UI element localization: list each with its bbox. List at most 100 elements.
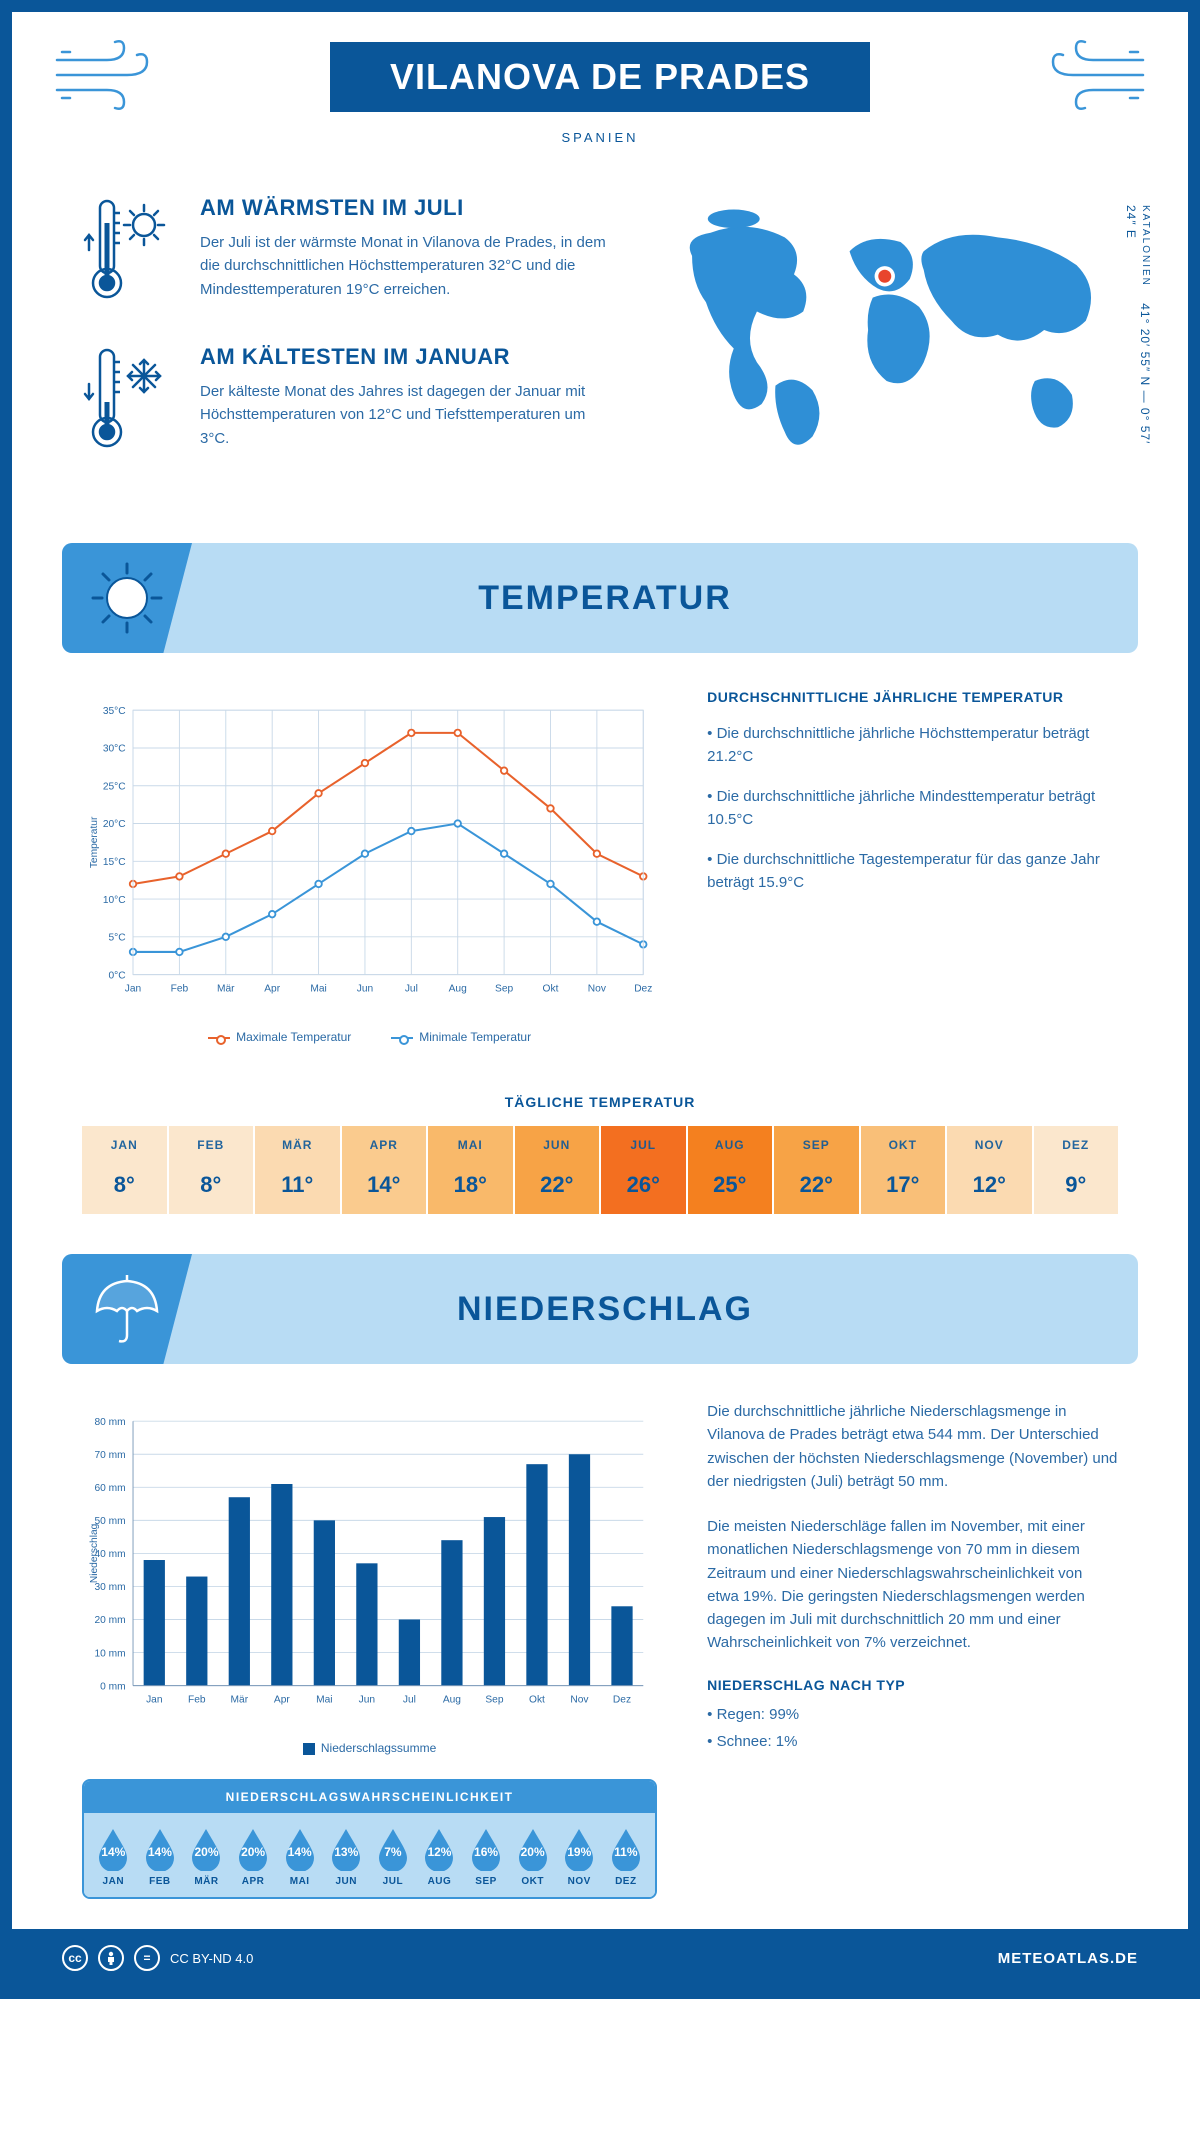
precip-para: Die meisten Niederschläge fallen im Nove…: [707, 1515, 1118, 1655]
raindrop-icon: 14%: [283, 1827, 317, 1871]
chart-legend: Maximale Temperatur Minimale Temperatur: [82, 1030, 657, 1044]
svg-text:Jul: Jul: [405, 983, 418, 994]
section-banner-precip: NIEDERSCHLAG: [62, 1254, 1138, 1364]
daily-value: 14°: [342, 1172, 427, 1198]
page-frame: VILANOVA DE PRADES SPANIEN: [0, 0, 1200, 1999]
probability-box: NIEDERSCHLAGSWAHRSCHEINLICHKEIT 14% JAN …: [82, 1779, 657, 1899]
svg-text:80 mm: 80 mm: [94, 1417, 125, 1428]
probability-cell: 7% JUL: [370, 1827, 417, 1887]
raindrop-icon: 12%: [422, 1827, 456, 1871]
wind-icon: [52, 40, 162, 115]
probability-cell: 14% FEB: [137, 1827, 184, 1887]
license-block: cc = CC BY-ND 4.0: [62, 1945, 253, 1971]
svg-text:Temperatur: Temperatur: [89, 816, 100, 868]
sun-icon: [62, 543, 192, 653]
daily-value: 8°: [82, 1172, 167, 1198]
daily-cell: MAI 18°: [428, 1126, 515, 1214]
daily-month: JUL: [601, 1138, 686, 1152]
brand: METEOATLAS.DE: [998, 1950, 1138, 1967]
daily-cell: JUL26°: [601, 1126, 688, 1214]
temperature-summary: DURCHSCHNITTLICHE JÄHRLICHE TEMPERATUR •…: [707, 689, 1118, 1044]
temp-summary-heading: DURCHSCHNITTLICHE JÄHRLICHE TEMPERATUR: [707, 689, 1118, 705]
probability-cell: 13% JUN: [323, 1827, 370, 1887]
probability-value: 19%: [562, 1845, 596, 1859]
temp-bullet: • Die durchschnittliche Tagestemperatur …: [707, 849, 1118, 894]
legend-min-label: Minimale Temperatur: [419, 1030, 531, 1044]
region-label: KATALONIEN: [1140, 205, 1151, 287]
daily-cell: JAN8°: [82, 1126, 169, 1214]
svg-text:Okt: Okt: [529, 1694, 545, 1705]
thermometer-sun-icon: [82, 195, 172, 310]
svg-text:Mai: Mai: [316, 1694, 332, 1705]
header: VILANOVA DE PRADES SPANIEN: [12, 12, 1188, 185]
daily-month: NOV: [947, 1138, 1032, 1152]
precip-left: 0 mm10 mm20 mm30 mm40 mm50 mm60 mm70 mm8…: [82, 1400, 657, 1899]
daily-month: FEB: [169, 1138, 254, 1152]
probability-value: 14%: [283, 1845, 317, 1859]
world-map-block: KATALONIEN 41° 20′ 55″ N — 0° 57′ 24″ E: [655, 195, 1118, 493]
legend-precip-label: Niederschlagssumme: [321, 1741, 436, 1755]
chart-legend: Niederschlagssumme: [82, 1741, 657, 1755]
raindrop-icon: 7%: [376, 1827, 410, 1871]
probability-value: 20%: [189, 1845, 223, 1859]
daily-month: OKT: [861, 1138, 946, 1152]
daily-value: 11°: [255, 1172, 340, 1198]
umbrella-icon: [62, 1254, 192, 1364]
summary-section: AM WÄRMSTEN IM JULI Der Juli ist der wär…: [12, 185, 1188, 523]
raindrop-icon: 11%: [609, 1827, 643, 1871]
probability-cell: 14% JAN: [90, 1827, 137, 1887]
svg-text:Sep: Sep: [485, 1694, 503, 1705]
svg-text:Feb: Feb: [188, 1694, 206, 1705]
temperature-chart: 0°C5°C10°C15°C20°C25°C30°C35°CJanFebMärA…: [82, 689, 657, 1044]
precip-row: 0 mm10 mm20 mm30 mm40 mm50 mm60 mm70 mm8…: [12, 1400, 1188, 1929]
probability-value: 12%: [422, 1845, 456, 1859]
temp-bullet: • Die durchschnittliche jährliche Höchst…: [707, 723, 1118, 768]
thermometer-snow-icon: [82, 344, 172, 459]
svg-text:Sep: Sep: [495, 983, 513, 994]
precip-type-snow: • Schnee: 1%: [707, 1730, 1118, 1753]
svg-text:Aug: Aug: [443, 1694, 461, 1705]
probability-month: AUG: [416, 1876, 463, 1887]
daily-value: 9°: [1034, 1172, 1119, 1198]
fact-coldest-heading: AM KÄLTESTEN IM JANUAR: [200, 344, 615, 370]
svg-text:30°C: 30°C: [103, 744, 126, 755]
daily-value: 8°: [169, 1172, 254, 1198]
section-title: TEMPERATUR: [72, 579, 1138, 618]
svg-text:Nov: Nov: [588, 983, 607, 994]
svg-text:70 mm: 70 mm: [94, 1450, 125, 1461]
fact-warmest: AM WÄRMSTEN IM JULI Der Juli ist der wär…: [82, 195, 615, 310]
raindrop-icon: 16%: [469, 1827, 503, 1871]
daily-month: MÄR: [255, 1138, 340, 1152]
svg-text:25°C: 25°C: [103, 781, 126, 792]
daily-cell: APR14°: [342, 1126, 429, 1214]
svg-text:Jul: Jul: [403, 1694, 416, 1705]
probability-value: 14%: [143, 1845, 177, 1859]
probability-value: 20%: [516, 1845, 550, 1859]
daily-value: 18°: [428, 1172, 513, 1198]
fact-coldest-text: Der kälteste Monat des Jahres ist dagege…: [200, 380, 615, 450]
raindrop-icon: 19%: [562, 1827, 596, 1871]
daily-value: 22°: [515, 1172, 600, 1198]
raindrop-icon: 13%: [329, 1827, 363, 1871]
page-title: VILANOVA DE PRADES: [330, 42, 870, 112]
probability-cell: 12% AUG: [416, 1827, 463, 1887]
svg-text:0 mm: 0 mm: [100, 1681, 125, 1692]
world-map-icon: [655, 195, 1118, 465]
daily-month: DEZ: [1034, 1138, 1119, 1152]
coordinates: KATALONIEN 41° 20′ 55″ N — 0° 57′ 24″ E: [1124, 205, 1152, 465]
daily-cell: SEP22°: [774, 1126, 861, 1214]
daily-month: JUN: [515, 1138, 600, 1152]
svg-text:Jan: Jan: [146, 1694, 162, 1705]
probability-month: JUN: [323, 1876, 370, 1887]
svg-text:Niederschlag: Niederschlag: [89, 1523, 100, 1583]
daily-cell: MÄR 11°: [255, 1126, 342, 1214]
daily-value: 22°: [774, 1172, 859, 1198]
daily-month: AUG: [688, 1138, 773, 1152]
precip-type-heading: NIEDERSCHLAG NACH TYP: [707, 1677, 1118, 1693]
probability-value: 7%: [376, 1845, 410, 1859]
raindrop-icon: 20%: [516, 1827, 550, 1871]
daily-month: MAI: [428, 1138, 513, 1152]
probability-month: JAN: [90, 1876, 137, 1887]
probability-cell: 20% OKT: [509, 1827, 556, 1887]
svg-text:10°C: 10°C: [103, 895, 126, 906]
